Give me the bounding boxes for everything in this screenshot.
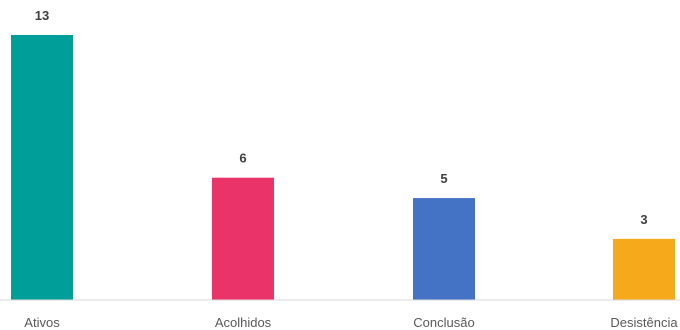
x-tick-label-conclusao: Conclusão (413, 315, 474, 330)
data-label-acolhidos: 6 (239, 151, 246, 166)
x-tick-label-acolhidos: Acolhidos (215, 315, 272, 330)
bar-conclusao (413, 198, 475, 300)
bars-layer (11, 35, 675, 300)
data-label-ativos: 13 (35, 8, 49, 23)
data-label-conclusao: 5 (440, 171, 447, 186)
value-labels-layer: 13 6 5 3 (35, 8, 648, 227)
bar-desistencia (613, 238, 675, 300)
bar-acolhidos (212, 177, 274, 300)
data-label-desistencia: 3 (640, 212, 647, 227)
x-tick-label-ativos: Ativos (24, 315, 60, 330)
x-tick-label-desistencia: Desistência (610, 315, 678, 330)
x-axis-ticks-layer: Ativos Acolhidos Conclusão Desistência (24, 315, 678, 330)
bar-ativos (11, 35, 73, 300)
